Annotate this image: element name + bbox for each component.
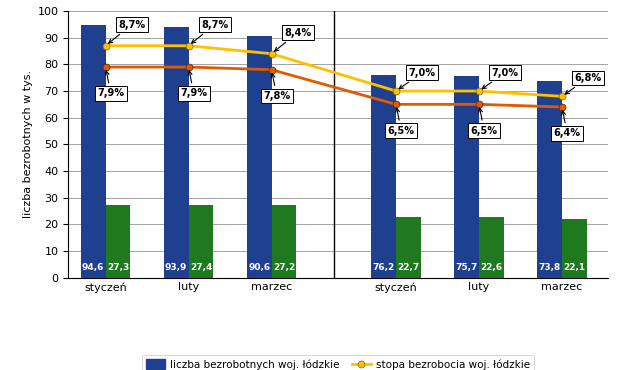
- Text: 73,8: 73,8: [538, 263, 560, 272]
- Text: 7,9%: 7,9%: [97, 71, 124, 98]
- Text: 76,2: 76,2: [373, 263, 395, 272]
- Text: 27,3: 27,3: [107, 263, 129, 272]
- Text: 6,5%: 6,5%: [471, 108, 498, 136]
- Legend: liczba bezrobotnych woj. łódzkie, liczba bezrobotnych Łódź, stopa bezrobocia woj: liczba bezrobotnych woj. łódzkie, liczba…: [142, 355, 534, 370]
- Text: 6,5%: 6,5%: [388, 108, 415, 136]
- Bar: [537, 81, 562, 278]
- Text: 8,7%: 8,7%: [108, 20, 145, 43]
- Bar: [371, 74, 396, 278]
- Text: 27,2: 27,2: [273, 263, 295, 272]
- Text: 22,7: 22,7: [397, 263, 420, 272]
- Text: 7,8%: 7,8%: [264, 74, 290, 101]
- Text: 6,4%: 6,4%: [554, 111, 581, 138]
- Bar: [396, 217, 421, 278]
- Text: 90,6: 90,6: [248, 263, 270, 272]
- Text: 7,0%: 7,0%: [399, 68, 435, 89]
- Text: 7,0%: 7,0%: [482, 68, 518, 89]
- Text: 8,7%: 8,7%: [192, 20, 228, 43]
- Bar: [479, 217, 504, 278]
- Text: 94,6: 94,6: [82, 263, 104, 272]
- Bar: [188, 205, 213, 278]
- Bar: [81, 26, 105, 278]
- Text: 27,4: 27,4: [190, 263, 212, 272]
- Bar: [105, 205, 130, 278]
- Text: 6,8%: 6,8%: [565, 73, 601, 94]
- Bar: [272, 205, 296, 278]
- Bar: [454, 76, 479, 278]
- Text: 8,4%: 8,4%: [275, 28, 311, 51]
- Bar: [164, 27, 188, 278]
- Y-axis label: liczba bezrobotnych w tys.: liczba bezrobotnych w tys.: [24, 70, 33, 218]
- Text: 75,7: 75,7: [455, 263, 478, 272]
- Text: 93,9: 93,9: [165, 263, 187, 272]
- Bar: [562, 219, 587, 278]
- Text: 22,6: 22,6: [480, 263, 502, 272]
- Bar: [247, 36, 272, 278]
- Text: 7,9%: 7,9%: [180, 71, 207, 98]
- Text: 22,1: 22,1: [564, 263, 585, 272]
